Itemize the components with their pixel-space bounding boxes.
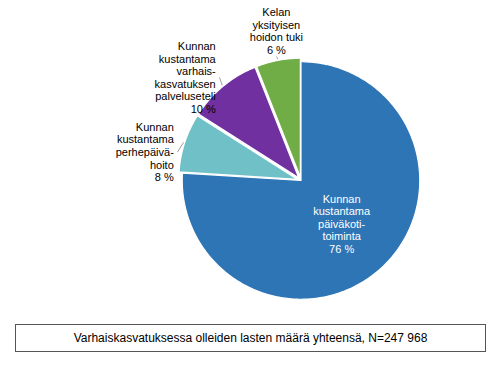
svg-text:Kunnankustantamavarhais-kasvat: Kunnankustantamavarhais-kasvatuksenpalve…	[155, 40, 217, 115]
svg-text:Kunnankustantamapäiväkoti-toim: Kunnankustantamapäiväkoti-toiminta76 %	[313, 193, 371, 256]
svg-text:Kunnankustantamaperhepäivä-hoi: Kunnankustantamaperhepäivä-hoito8 %	[116, 121, 175, 184]
html-text:Varhaiskasvatuksessa olleiden: Varhaiskasvatuksessa olleiden lasten mää…	[73, 331, 428, 345]
svg-text:Kelanyksityisenhoidon tuki6 %: Kelanyksityisenhoidon tuki6 %	[250, 6, 303, 56]
